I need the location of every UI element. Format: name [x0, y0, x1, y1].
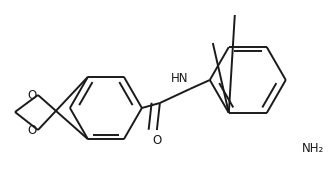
- Text: O: O: [27, 88, 36, 101]
- Text: HN: HN: [171, 72, 188, 85]
- Text: O: O: [152, 134, 161, 147]
- Text: O: O: [27, 124, 36, 137]
- Text: NH₂: NH₂: [301, 142, 324, 154]
